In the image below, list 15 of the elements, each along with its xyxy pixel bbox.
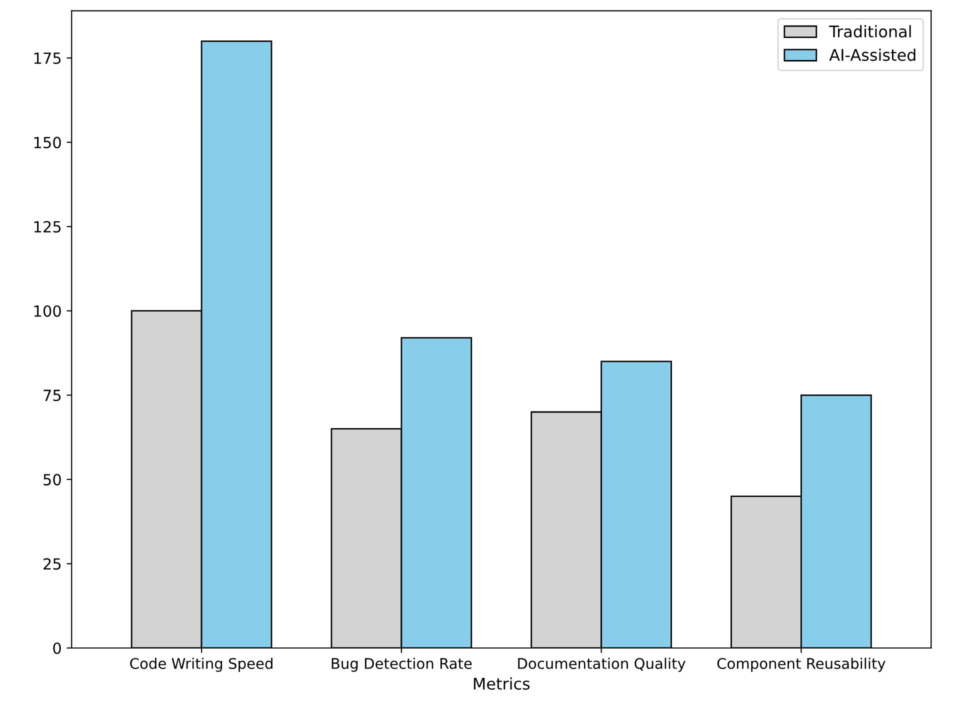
y-tick-label: 25 [44, 558, 61, 570]
y-tick-label: 50 [44, 474, 61, 486]
y-tick-label: 75 [44, 390, 61, 402]
y-tick-label: 0 [53, 642, 61, 654]
y-tick-label: 125 [34, 221, 61, 233]
y-tick-label: 150 [34, 136, 61, 148]
y-tick-label: 175 [34, 52, 61, 64]
legend-label: AI-Assisted [829, 48, 916, 61]
x-tick-label: Component Reusability [717, 658, 886, 672]
y-tick-label: 100 [34, 305, 61, 317]
x-tick-label: Bug Detection Rate [332, 658, 472, 672]
x-tick-label: Code Writing Speed [130, 658, 272, 672]
legend-label: Traditional [829, 25, 911, 38]
x-tick-label: Documentation Quality [518, 658, 686, 672]
x-axis-title: Metrics [474, 677, 530, 690]
